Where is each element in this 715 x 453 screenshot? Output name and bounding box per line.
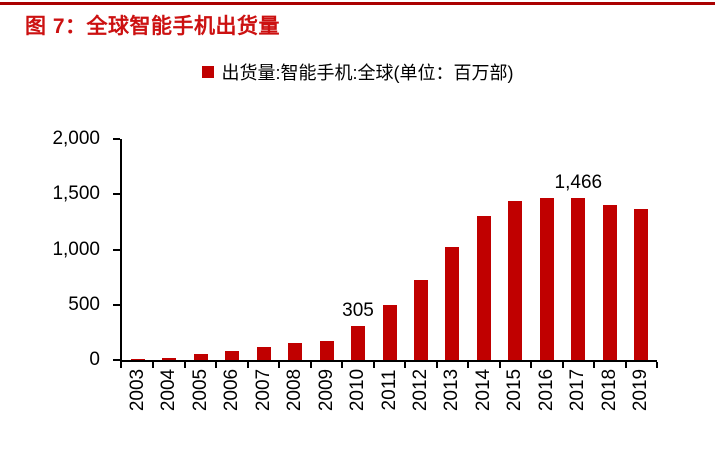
y-axis-tick — [113, 303, 120, 306]
bar-2008 — [288, 343, 303, 360]
value-label-2010: 305 — [342, 300, 374, 322]
x-axis-tick — [562, 362, 564, 368]
bar-2005 — [193, 353, 208, 360]
x-axis-tick — [310, 362, 312, 368]
x-axis-tick — [436, 362, 438, 368]
legend-square-icon — [201, 66, 214, 78]
bar-2010 — [351, 326, 366, 360]
x-axis-tick — [530, 362, 532, 368]
legend-label: 出货量:智能手机:全球(单位：百万部) — [221, 63, 514, 83]
bar-2003 — [130, 358, 145, 360]
bar-chart: 0 500 1,000 1,500 2,000 2003 2004 2005 2006 2007… — [52, 129, 658, 411]
value-label-2017: 1,466 — [554, 172, 603, 194]
chart-legend: 出货量:智能手机:全球(单位：百万部) — [0, 60, 715, 84]
x-axis-tick — [404, 362, 406, 368]
y-axis-tick — [113, 359, 120, 361]
bar-2004 — [162, 358, 177, 360]
bar-2013 — [445, 247, 460, 360]
x-axis-tick — [499, 362, 501, 368]
x-axis-tick — [373, 362, 375, 368]
y-axis-label-500: 500 — [68, 293, 100, 315]
x-axis-label-2004: 2004 — [158, 368, 180, 412]
y-axis-label-1500: 1,500 — [52, 183, 100, 205]
bar-2009 — [319, 340, 334, 360]
bar-2012 — [413, 280, 428, 360]
x-axis-tick — [341, 362, 343, 368]
x-axis-tick — [467, 362, 469, 368]
x-axis-line — [120, 360, 657, 362]
bar-2016 — [539, 197, 554, 360]
bar-2014 — [476, 216, 491, 360]
x-axis-tick — [278, 362, 280, 368]
bar-2007 — [256, 346, 271, 360]
x-axis-tick — [120, 362, 122, 368]
bar-2015 — [508, 201, 523, 360]
y-axis-line — [120, 139, 122, 362]
x-axis-tick — [593, 362, 595, 368]
top-rule-divider — [0, 2, 715, 5]
bar-2006 — [225, 351, 240, 360]
x-axis-tick — [625, 362, 627, 368]
bar-2011 — [382, 305, 397, 360]
x-axis-tick — [656, 362, 658, 368]
bar-2019 — [634, 208, 649, 360]
y-axis-tick — [113, 138, 120, 140]
bar-2018 — [602, 204, 617, 360]
y-axis-label-0: 0 — [89, 349, 100, 370]
y-axis-tick — [113, 248, 120, 251]
figure-title: 图 7：全球智能手机出货量 — [25, 15, 281, 38]
x-axis-tick — [184, 362, 186, 368]
y-axis-tick — [113, 193, 120, 196]
x-axis-tick — [247, 362, 249, 368]
x-axis-tick — [152, 362, 154, 368]
y-axis-label-1000: 1,000 — [52, 238, 100, 260]
x-axis-tick — [215, 362, 217, 368]
y-axis-label-2000: 2,000 — [52, 128, 100, 149]
x-axis-label-2003: 2003 — [126, 368, 148, 412]
bar-2017 — [571, 198, 586, 360]
